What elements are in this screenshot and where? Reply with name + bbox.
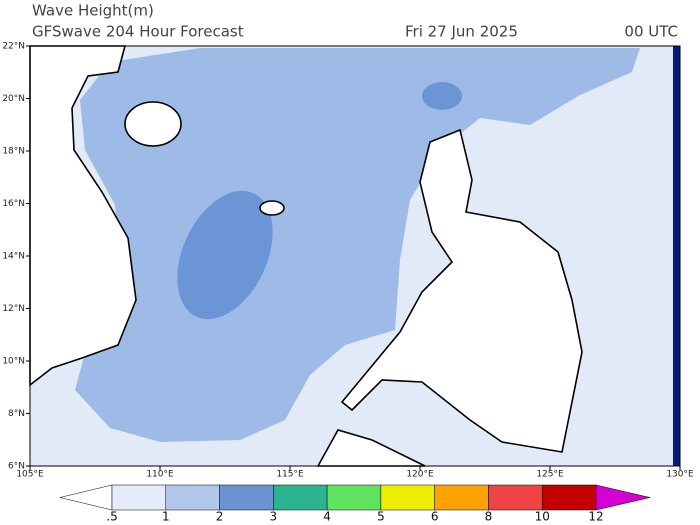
colorbar-segment bbox=[326, 484, 382, 511]
colorbar-label: 1 bbox=[162, 510, 170, 524]
colorbar-segment bbox=[219, 484, 274, 511]
colorbar-label: 5 bbox=[377, 510, 385, 524]
colorbar-label: 12 bbox=[588, 510, 603, 524]
lon-label: 110°E bbox=[146, 470, 174, 480]
hainan bbox=[124, 101, 182, 147]
lon-label: 125°E bbox=[536, 470, 564, 480]
lat-label: 14°N bbox=[2, 252, 25, 262]
colorbar-label: 2 bbox=[216, 510, 224, 524]
lat-label: 6°N bbox=[8, 462, 25, 472]
colorbar-label: 4 bbox=[323, 510, 331, 524]
colorbar-high bbox=[595, 484, 651, 511]
colorbar-label: 8 bbox=[485, 510, 493, 524]
sea-dark bbox=[422, 82, 462, 110]
colorbar-label: .5 bbox=[106, 510, 117, 524]
lon-label: 130°E bbox=[666, 470, 694, 480]
colorbar-label: 6 bbox=[431, 510, 439, 524]
island bbox=[259, 200, 285, 216]
philippines bbox=[340, 128, 583, 453]
colorbar-segment bbox=[541, 484, 597, 511]
map-area bbox=[29, 45, 681, 467]
lat-label: 10°N bbox=[2, 357, 25, 367]
time: 00 UTC bbox=[624, 23, 678, 41]
lon-label: 105°E bbox=[16, 470, 44, 480]
lat-label: 22°N bbox=[2, 42, 25, 52]
title: Wave Height(m) bbox=[32, 2, 154, 20]
edge-strip bbox=[673, 46, 680, 466]
lon-label: 120°E bbox=[406, 470, 434, 480]
lat-label: 16°N bbox=[2, 199, 25, 209]
colorbar-label: 10 bbox=[535, 510, 550, 524]
lat-label: 18°N bbox=[2, 147, 25, 157]
date: Fri 27 Jun 2025 bbox=[405, 23, 518, 41]
lat-label: 8°N bbox=[8, 409, 25, 419]
sea-light bbox=[335, 390, 455, 434]
colorbar-segment bbox=[380, 484, 435, 511]
subtitle: GFSwave 204 Hour Forecast bbox=[32, 23, 244, 41]
mainland-coast bbox=[29, 45, 137, 387]
lat-label: 20°N bbox=[2, 94, 25, 104]
sea-medium bbox=[75, 48, 640, 442]
colorbar-segment bbox=[434, 484, 489, 511]
colorbar-low bbox=[59, 484, 113, 511]
colorbar-segment bbox=[488, 484, 543, 511]
lon-label: 115°E bbox=[276, 470, 304, 480]
sea-dark bbox=[177, 190, 273, 320]
lat-label: 12°N bbox=[2, 304, 25, 314]
colorbar-segment bbox=[273, 484, 328, 511]
colorbar-segment bbox=[111, 484, 167, 511]
colorbar-label: 3 bbox=[270, 510, 278, 524]
colorbar-segment bbox=[165, 484, 220, 511]
